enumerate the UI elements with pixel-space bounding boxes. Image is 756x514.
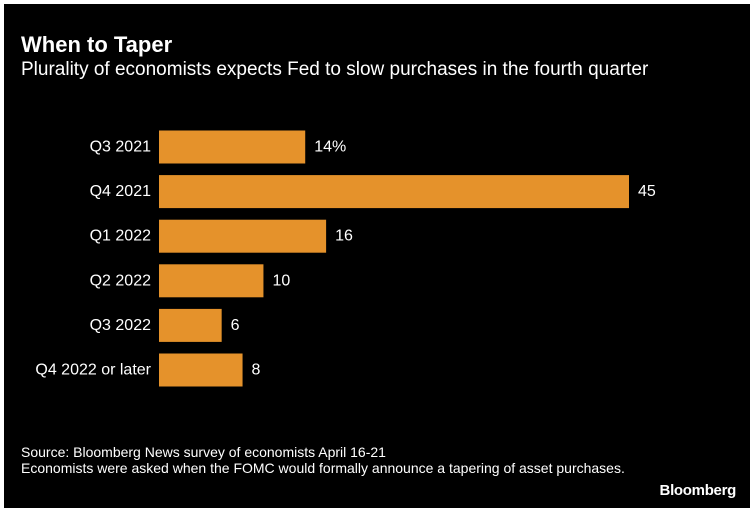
chart-subtitle: Plurality of economists expects Fed to s… — [21, 59, 649, 80]
bar-chart: Q3 2021 14% Q4 2021 45 Q1 2022 16 Q2 2022 10 Q3 … — [35, 130, 656, 387]
source-note: Source: Bloomberg News survey of economi… — [21, 444, 386, 460]
bar — [159, 175, 629, 209]
bar — [159, 130, 306, 164]
chart-panel: When to Taper Plurality of economists ex… — [4, 4, 750, 508]
bloomberg-logo: Bloomberg — [659, 482, 737, 499]
bar — [159, 353, 243, 387]
methodology-note: Economists were asked when the FOMC woul… — [21, 460, 625, 476]
bar — [159, 308, 222, 342]
category-label: Q3 2022 — [90, 317, 151, 334]
data-label: 14% — [314, 139, 346, 156]
category-label: Q3 2021 — [90, 139, 151, 156]
source-block: Source: Bloomberg News survey of economi… — [21, 444, 641, 476]
data-label: 8 — [252, 362, 261, 379]
category-label: Q4 2022 or later — [35, 362, 151, 379]
category-label: Q1 2022 — [90, 228, 151, 245]
category-label: Q2 2022 — [90, 272, 151, 289]
category-label: Q4 2021 — [90, 183, 151, 200]
data-label: 16 — [335, 228, 353, 245]
chart-title: When to Taper — [21, 32, 173, 57]
data-label: 6 — [231, 317, 240, 334]
bar — [159, 219, 327, 253]
data-label: 10 — [272, 272, 290, 289]
bar — [159, 264, 264, 298]
bars-layer: Q3 2021 14% Q4 2021 45 Q1 2022 16 Q2 2022 10 Q3 … — [35, 130, 656, 387]
data-label: 45 — [638, 183, 656, 200]
